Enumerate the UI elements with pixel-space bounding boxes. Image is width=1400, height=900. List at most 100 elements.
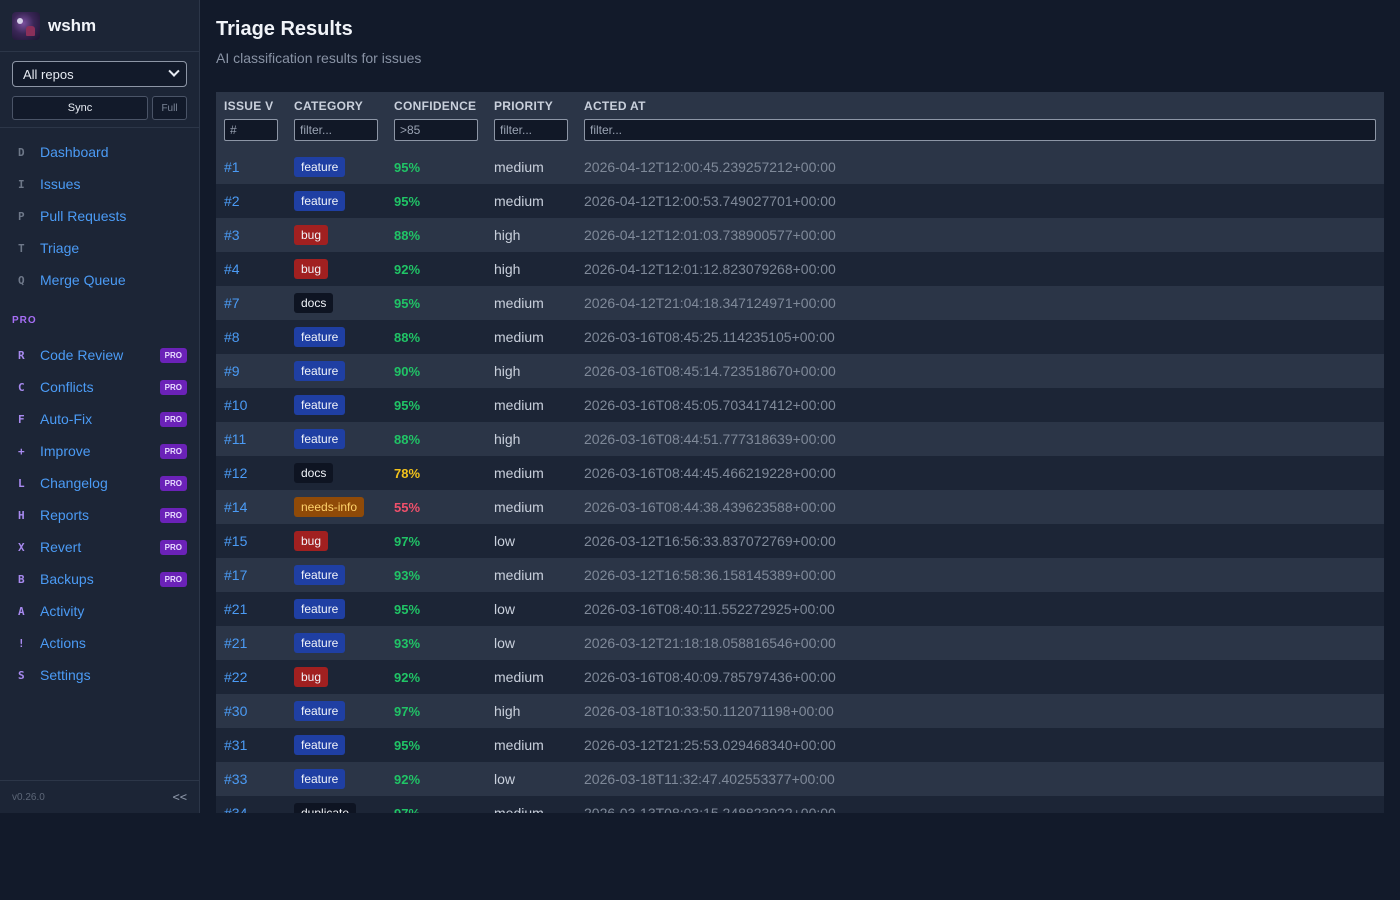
issue-link[interactable]: #2 (224, 193, 240, 209)
sidebar-item-dashboard[interactable]: D Dashboard (0, 136, 199, 168)
issue-cell: #11 (216, 422, 286, 456)
table-row[interactable]: #15 bug 97% low 2026-03-12T16:56:33.83707276… (216, 524, 1384, 558)
sidebar-item-label: Backups (40, 571, 94, 587)
issue-cell: #2 (216, 184, 286, 218)
sidebar-item-code-review[interactable]: R Code Review PRO (0, 339, 199, 371)
issue-link[interactable]: #11 (224, 431, 247, 447)
nav-shortcut-letter: X (18, 540, 25, 554)
issue-link[interactable]: #15 (224, 533, 248, 549)
table-row[interactable]: #21 feature 93% low 2026-03-12T21:18:18.0588… (216, 626, 1384, 660)
issue-link[interactable]: #12 (224, 465, 248, 481)
category-badge: feature (294, 191, 346, 211)
table-row[interactable]: #4 bug 92% high 2026-04-12T12:01:12.82307926… (216, 252, 1384, 286)
issue-link[interactable]: #31 (224, 737, 248, 753)
sidebar-item-merge-queue[interactable]: Q Merge Queue (0, 264, 199, 296)
issue-link[interactable]: #4 (224, 261, 240, 277)
issue-link[interactable]: #3 (224, 227, 240, 243)
issue-link[interactable]: #34 (224, 805, 248, 813)
issue-link[interactable]: #14 (224, 499, 248, 515)
issue-link[interactable]: #30 (224, 703, 248, 719)
table-row[interactable]: #9 feature 90% high 2026-03-16T08:45:14.7235… (216, 354, 1384, 388)
column-header-issue-v[interactable]: ISSUE V (216, 92, 286, 119)
collapse-sidebar-button[interactable]: << (172, 790, 187, 804)
table-row[interactable]: #7 docs 95% medium 2026-04-12T21:04:18.34712… (216, 286, 1384, 320)
table-row[interactable]: #33 feature 92% low 2026-03-18T11:32:47.4025… (216, 762, 1384, 796)
sidebar-item-label: Code Review (40, 347, 124, 363)
issue-link[interactable]: #10 (224, 397, 248, 413)
sidebar-item-issues[interactable]: I Issues (0, 168, 199, 200)
sidebar-item-improve[interactable]: + Improve PRO (0, 435, 199, 467)
table-row[interactable]: #1 feature 95% medium 2026-04-12T12:00:45.23… (216, 150, 1384, 184)
sidebar-item-settings[interactable]: S Settings (0, 659, 199, 691)
acted-at-cell: 2026-03-13T08:03:15.248823922+00:00 (576, 796, 1384, 813)
acted-at-cell: 2026-03-16T08:44:51.777318639+00:00 (576, 422, 1384, 456)
category-badge: needs-info (294, 497, 365, 517)
sidebar-item-backups[interactable]: B Backups PRO (0, 563, 199, 595)
category-badge: duplicate (294, 803, 357, 813)
filter-input-category[interactable]: filter... (294, 119, 378, 141)
filter-input-confidence[interactable]: >85 (394, 119, 478, 141)
table-row[interactable]: #34 duplicate 97% medium 2026-03-13T08:03:15… (216, 796, 1384, 813)
category-badge: feature (294, 701, 346, 721)
sidebar-item-label: Reports (40, 507, 90, 523)
table-row[interactable]: #11 feature 88% high 2026-03-16T08:44:51.777… (216, 422, 1384, 456)
sidebar-item-label: Conflicts (40, 379, 94, 395)
issue-link[interactable]: #17 (224, 567, 248, 583)
filter-cell: >85 (386, 119, 486, 150)
sidebar-item-pull-requests[interactable]: P Pull Requests (0, 200, 199, 232)
table-row[interactable]: #8 feature 88% medium 2026-03-16T08:45:25.11… (216, 320, 1384, 354)
sidebar-item-actions[interactable]: ! Actions (0, 627, 199, 659)
sync-button[interactable]: Sync (12, 96, 148, 120)
category-badge: feature (294, 327, 346, 347)
sidebar-item-changelog[interactable]: L Changelog PRO (0, 467, 199, 499)
column-header-confidence[interactable]: CONFIDENCE (386, 92, 486, 119)
sidebar-item-reports[interactable]: H Reports PRO (0, 499, 199, 531)
category-badge: feature (294, 157, 346, 177)
table-row[interactable]: #3 bug 88% high 2026-04-12T12:01:03.73890057… (216, 218, 1384, 252)
table-row[interactable]: #12 docs 78% medium 2026-03-16T08:44:45.4662… (216, 456, 1384, 490)
issue-link[interactable]: #8 (224, 329, 240, 345)
chevron-down-icon (168, 65, 180, 77)
filter-input-issue-v[interactable]: # (224, 119, 278, 141)
confidence-cell: 97% (386, 524, 486, 558)
confidence-cell: 90% (386, 354, 486, 388)
sidebar-item-revert[interactable]: X Revert PRO (0, 531, 199, 563)
issue-link[interactable]: #9 (224, 363, 240, 379)
category-cell: bug (286, 524, 386, 558)
table-row[interactable]: #2 feature 95% medium 2026-04-12T12:00:53.74… (216, 184, 1384, 218)
table-row[interactable]: #22 bug 92% medium 2026-03-16T08:40:09.78579… (216, 660, 1384, 694)
sidebar-item-conflicts[interactable]: C Conflicts PRO (0, 371, 199, 403)
table-row[interactable]: #30 feature 97% high 2026-03-18T10:33:50.112… (216, 694, 1384, 728)
table-row[interactable]: #21 feature 95% low 2026-03-16T08:40:11.5522… (216, 592, 1384, 626)
filter-input-acted-at[interactable]: filter... (584, 119, 1376, 141)
page-title: Triage Results (216, 18, 353, 40)
category-badge: feature (294, 395, 346, 415)
table-row[interactable]: #14 needs-info 55% medium 2026-03-16T08:44:3… (216, 490, 1384, 524)
repo-select[interactable]: All repos (12, 61, 187, 87)
sidebar-item-activity[interactable]: A Activity (0, 595, 199, 627)
priority-cell: low (486, 592, 576, 626)
column-header-category[interactable]: CATEGORY (286, 92, 386, 119)
filter-input-priority[interactable]: filter... (494, 119, 568, 141)
issue-link[interactable]: #1 (224, 159, 240, 175)
nav-shortcut-letter: I (18, 177, 25, 191)
issue-link[interactable]: #22 (224, 669, 248, 685)
column-header-priority[interactable]: PRIORITY (486, 92, 576, 119)
acted-at-cell: 2026-03-16T08:40:09.785797436+00:00 (576, 660, 1384, 694)
issue-link[interactable]: #21 (224, 635, 248, 651)
category-badge: bug (294, 667, 329, 687)
issue-link[interactable]: #21 (224, 601, 248, 617)
category-cell: feature (286, 422, 386, 456)
issue-link[interactable]: #7 (224, 295, 240, 311)
table-row[interactable]: #10 feature 95% medium 2026-03-16T08:45:05.7… (216, 388, 1384, 422)
category-cell: feature (286, 150, 386, 184)
issue-cell: #17 (216, 558, 286, 592)
column-header-acted-at[interactable]: ACTED AT (576, 92, 1384, 119)
full-sync-button[interactable]: Full (152, 96, 187, 120)
table-row[interactable]: #31 feature 95% medium 2026-03-12T21:25:53.0… (216, 728, 1384, 762)
sidebar-item-triage[interactable]: T Triage (0, 232, 199, 264)
table-row[interactable]: #17 feature 93% medium 2026-03-12T16:58:36.1… (216, 558, 1384, 592)
sidebar-item-auto-fix[interactable]: F Auto-Fix PRO (0, 403, 199, 435)
issue-link[interactable]: #33 (224, 771, 248, 787)
confidence-cell: 95% (386, 286, 486, 320)
